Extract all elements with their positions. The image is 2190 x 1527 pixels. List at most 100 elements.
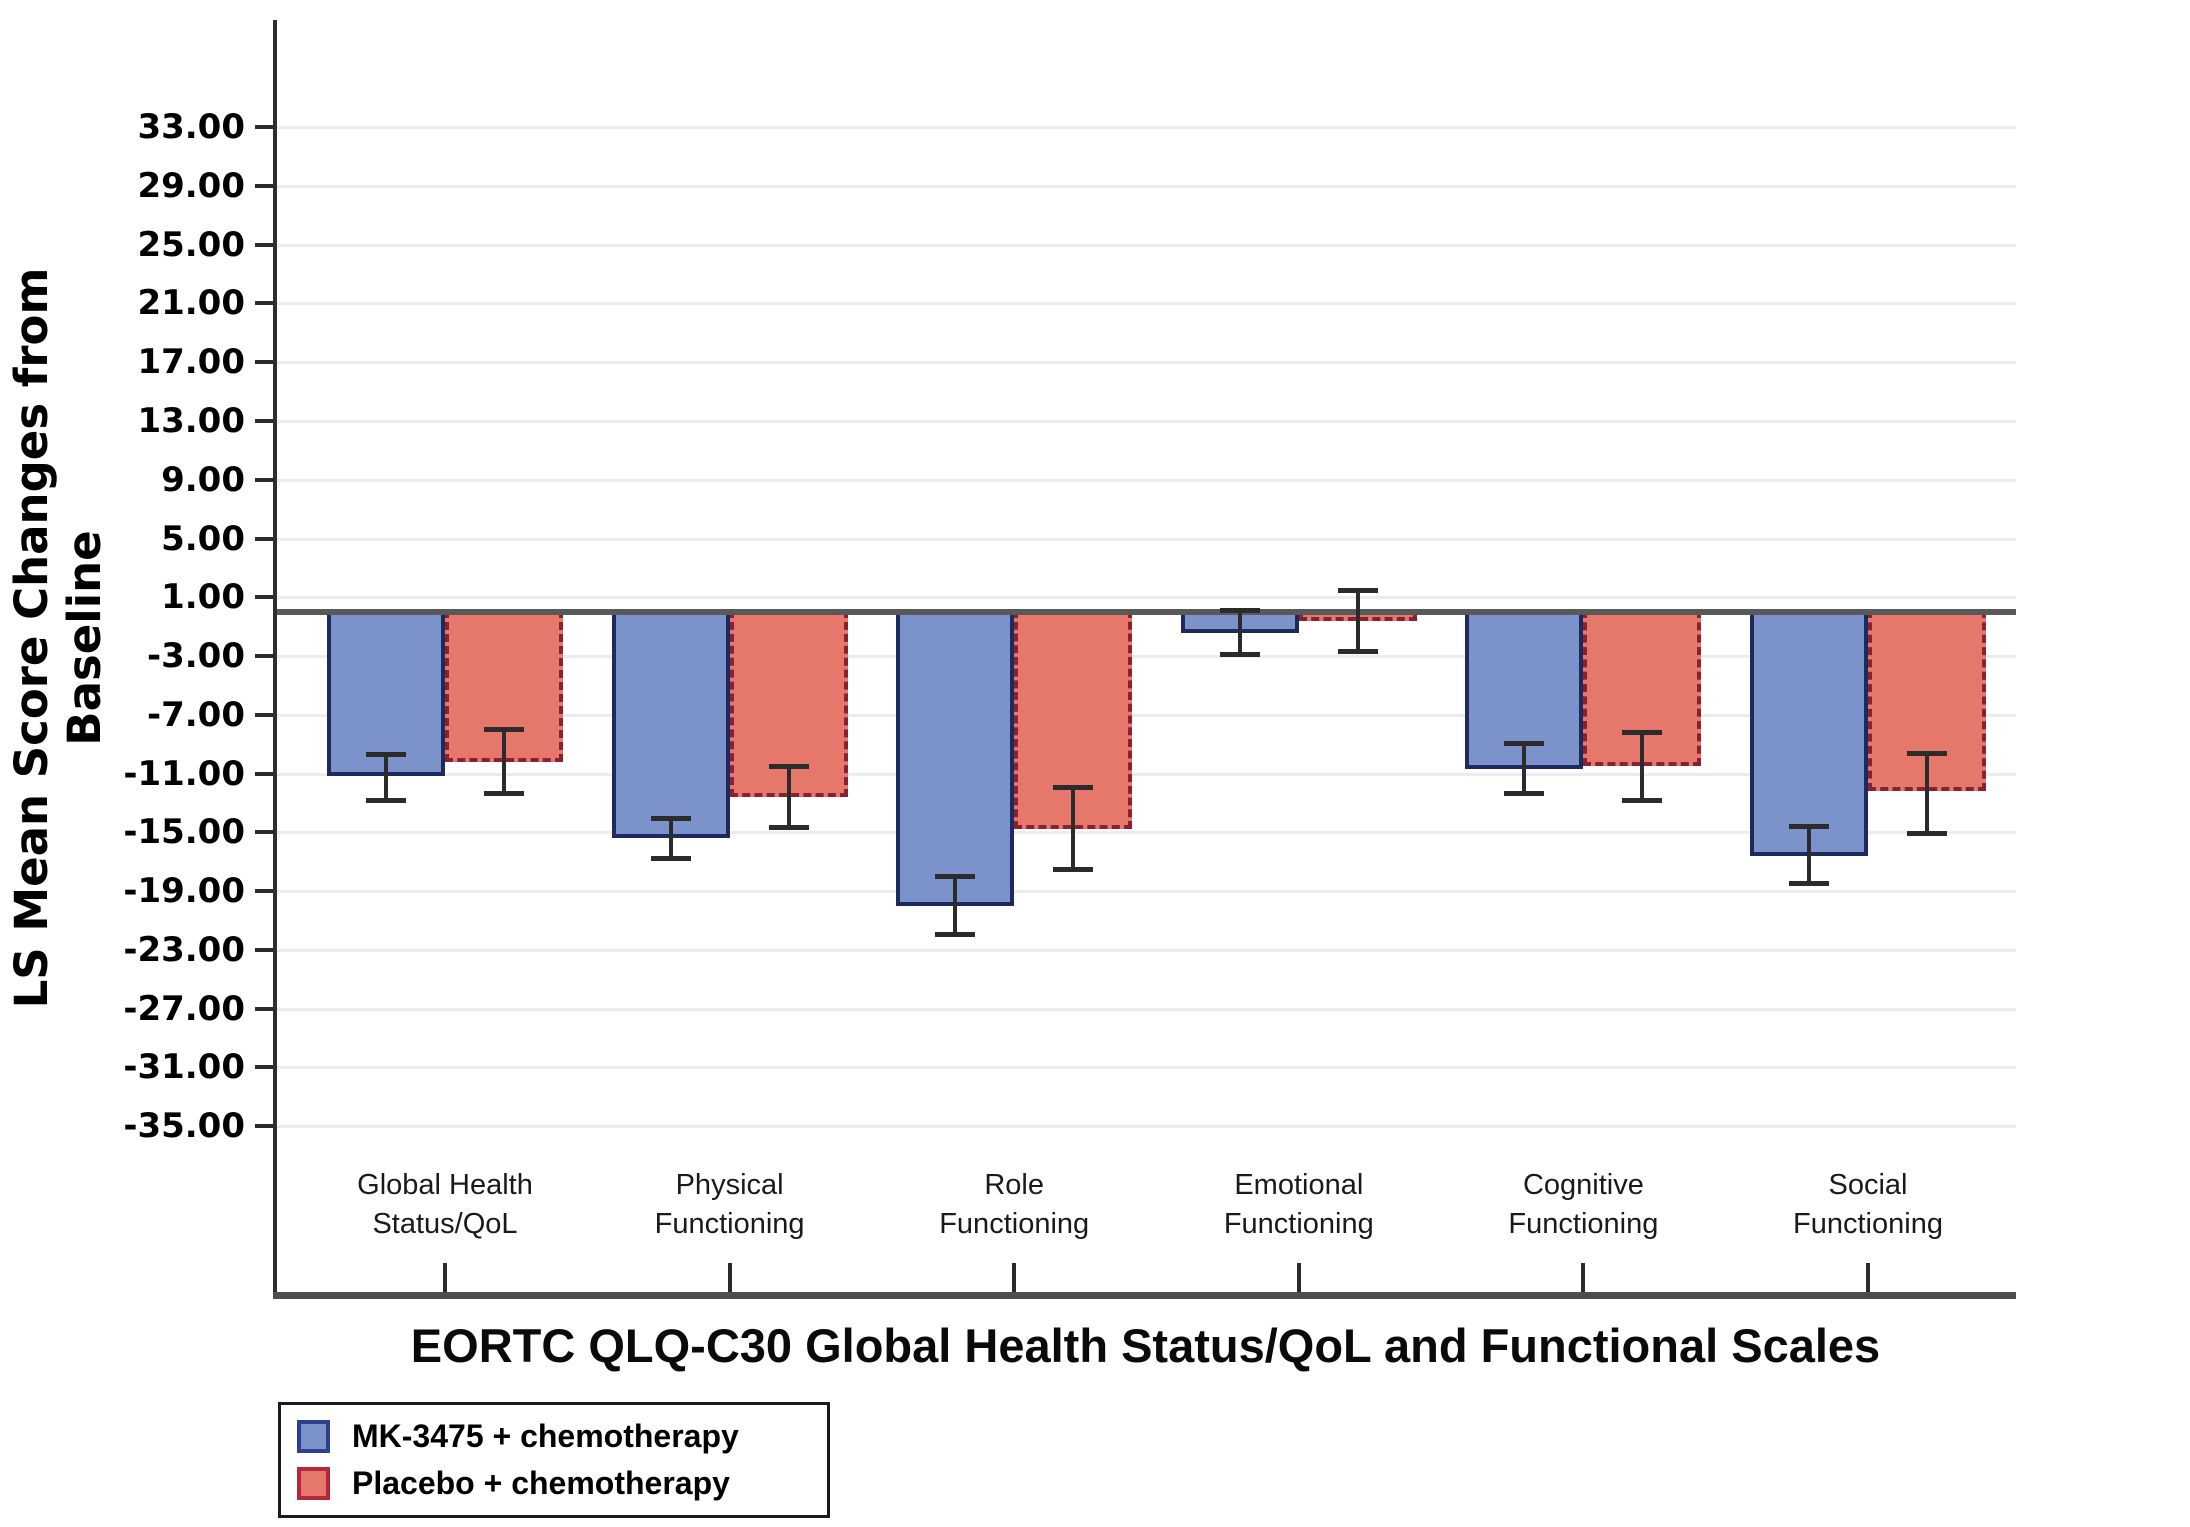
error-bar-cap-top [1337,587,1378,593]
error-bar-cap-top [935,874,976,880]
error-bar-line [1355,589,1360,652]
error-bar-line [1925,752,1929,834]
category-label-2: Physical Functioning [570,1166,890,1244]
error-bar-cap-top [1504,740,1545,746]
error-bar-line [1640,732,1645,802]
x-tick-mark [443,1263,447,1292]
y-tick-mark [255,771,273,776]
legend-swatch-mk3475 [297,1420,330,1453]
y-tick-label: -35.00 [123,1106,245,1147]
category-label-line: Functioning [1793,1208,1943,1240]
error-bar-line [1071,786,1076,871]
y-tick-mark [255,712,273,717]
x-axis-line [273,1292,2016,1299]
y-tick-label: 1.00 [161,577,245,618]
category-label-line: Functioning [654,1208,805,1240]
gridline [275,126,2016,130]
gridline [275,1007,2016,1011]
error-bar-line [1237,610,1242,655]
y-tick-label: 25.00 [137,224,245,265]
error-bar-cap-top [366,752,406,758]
legend-label-mk3475: MK-3475 + chemotherapy [352,1418,739,1454]
gridline [275,772,2016,776]
y-tick-label: 21.00 [137,283,245,324]
error-bar-cap-bottom [935,932,976,938]
y-tick-mark [255,1124,273,1129]
y-tick-mark [255,654,273,659]
error-bar-line [502,729,506,795]
y-tick-label: 5.00 [161,518,245,559]
error-bar-line [384,754,388,802]
gridline [275,302,2016,306]
gridline [275,1125,2016,1129]
category-label-line: Status/QoL [372,1208,518,1240]
error-bar-cap-bottom [1053,867,1094,873]
category-label-line: Functioning [1508,1208,1659,1240]
category-label-line: Physical [675,1169,784,1201]
y-tick-mark [255,183,273,188]
category-label-1: Global Health Status/QoL [285,1166,605,1244]
gridline [275,184,2016,188]
gridline [275,831,2016,835]
y-tick-mark [255,360,273,365]
y-tick-label: -15.00 [123,812,245,853]
y-tick-label: 29.00 [137,165,245,206]
y-tick-label: -3.00 [147,636,245,677]
y-tick-mark [255,477,273,482]
error-bar-line [668,817,673,859]
error-bar-cap-bottom [768,824,809,830]
y-tick-label: -11.00 [123,753,245,794]
category-label-5: Cognitive Functioning [1423,1166,1743,1244]
x-tick-mark [1012,1263,1017,1292]
error-bar-cap-bottom [650,855,691,861]
y-tick-label: -27.00 [123,988,245,1029]
error-bar-cap-bottom [1907,830,1947,836]
error-bar-cap-bottom [366,798,406,804]
error-bar-cap-bottom [1337,648,1378,654]
y-tick-label: 33.00 [137,107,245,148]
x-tick-mark [1296,1263,1301,1292]
y-tick-label: -31.00 [123,1047,245,1088]
error-bar-cap-bottom [1219,651,1260,657]
category-label-line: Cognitive [1522,1169,1644,1201]
gridline [275,948,2016,952]
y-tick-label: 9.00 [161,459,245,500]
y-tick-mark [255,1065,273,1070]
gridline [275,478,2016,482]
category-label-3: Role Functioning [854,1166,1174,1244]
error-bar-cap-bottom [1504,791,1545,797]
category-label-line: Role [984,1169,1045,1201]
y-tick-mark [255,242,273,247]
y-tick-label: -19.00 [123,871,245,912]
gridline [275,655,2016,659]
y-tick-mark [255,301,273,306]
error-bar-cap-bottom [1622,798,1663,804]
error-bar-line [1807,826,1811,884]
gridline [275,537,2016,541]
category-label-line: Functioning [939,1208,1090,1240]
legend: MK-3475 + chemotherapy Placebo + chemoth… [278,1402,830,1518]
x-tick-mark [1581,1263,1586,1292]
error-bar-cap-top [1789,824,1829,830]
bar-mk3475-2 [611,609,730,839]
y-tick-label: 17.00 [137,342,245,383]
y-tick-label: 13.00 [137,401,245,441]
category-label-line: Social [1828,1169,1908,1201]
gridline [275,361,2016,365]
gridline [275,420,2016,423]
legend-swatch-placebo [297,1467,330,1500]
gridline [275,243,2016,247]
y-tick-mark [255,419,273,423]
baseline-zero-line [275,608,2016,615]
error-bar-cap-top [1053,784,1094,790]
error-bar-cap-top [768,764,809,770]
gridline [275,596,2016,600]
legend-label-placebo: Placebo + chemotherapy [352,1465,730,1501]
y-tick-mark [255,1006,273,1011]
category-label-6: Social Functioning [1708,1166,2028,1244]
error-bar-cap-top [1907,750,1947,756]
y-tick-label: -23.00 [123,929,245,970]
x-axis-title: EORTC QLQ-C30 Global Health Status/QoL a… [410,1319,1881,1372]
y-tick-mark [255,536,273,541]
